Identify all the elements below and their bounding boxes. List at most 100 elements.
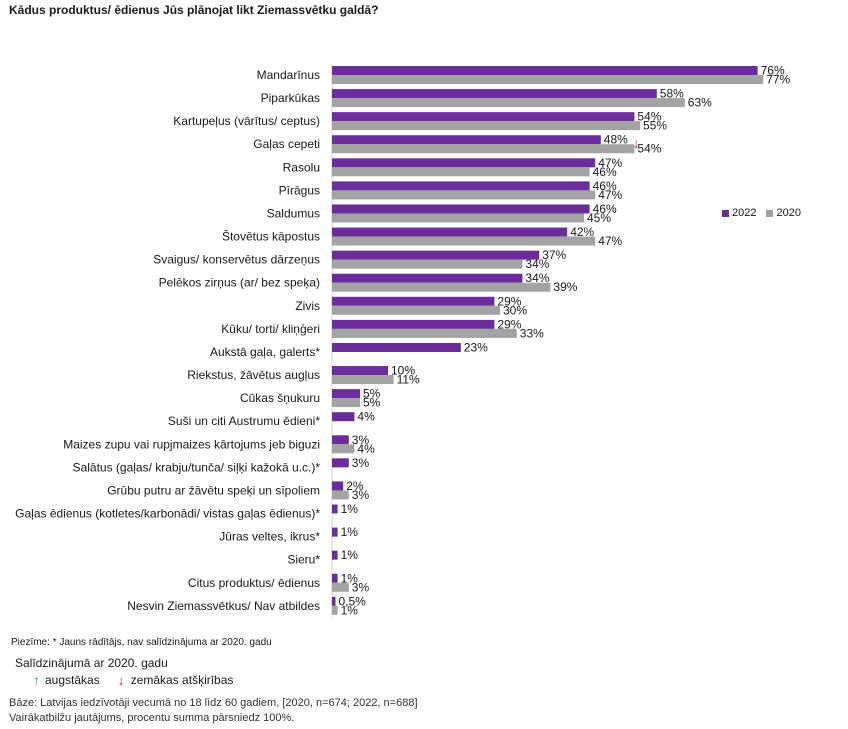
category-label: Piparkūkas	[261, 91, 320, 105]
category-label: Kūku/ torti/ kliņģeri	[221, 322, 320, 336]
legend-item-2022: 2022	[722, 207, 756, 219]
value-label-2022: 1%	[341, 502, 359, 516]
value-label-2022: 46%	[593, 202, 617, 216]
value-label-2022: 5%	[363, 387, 381, 401]
value-label-2020: 47%	[598, 188, 622, 202]
bar-2020	[332, 144, 635, 154]
value-label-2022: 3%	[352, 433, 370, 447]
bar-2022	[332, 158, 596, 168]
category-label: Nesvin Ziemassvētkus/ Nav atbildes	[127, 599, 320, 613]
value-label-2020: 30%	[503, 303, 527, 317]
base-line-1: Bāze: Latvijas iedzīvotāji vecumā no 18 …	[9, 697, 418, 709]
category-label: Pelēkos zirņus (ar/ bez speķa)	[159, 276, 320, 290]
value-label-2022: 48%	[604, 133, 628, 147]
category-label: Maizes zupu vai rupjmaizes kārtojums jeb…	[63, 437, 320, 451]
category-label: Gaļas ēdienus (kotletes/karbonādi/ vista…	[15, 507, 320, 521]
bar-2020	[332, 121, 640, 131]
bar-2022	[332, 366, 388, 376]
value-label-2020: 47%	[598, 234, 622, 248]
value-label-2020: 5%	[363, 396, 381, 410]
category-label: Svaigus/ konservētus dārzeņus	[153, 253, 320, 267]
legend-swatch-2020	[766, 209, 774, 217]
legend-label-2022: 2022	[732, 207, 757, 219]
value-label-2022: 23%	[464, 340, 488, 354]
value-label-2020: 77%	[766, 73, 790, 87]
category-label: Štovētus kāpostus	[222, 229, 320, 244]
arrow-down-icon: ↓	[633, 135, 640, 151]
value-label-2020: 3%	[352, 580, 370, 594]
bar-2022	[332, 458, 349, 468]
bar-2022	[332, 296, 495, 306]
lower-label: zemākas atšķirības	[130, 673, 234, 687]
bar-2020	[332, 582, 349, 592]
value-label-2022: 1%	[341, 525, 359, 539]
value-label-2020: 54%	[637, 142, 661, 156]
category-label: Salātus (gaļas/ krabju/tunča/ siļķi kažo…	[73, 460, 321, 474]
bar-2022	[332, 66, 758, 75]
legend-label-2020: 2020	[776, 207, 801, 219]
value-label-2020: 4%	[357, 442, 375, 456]
value-label-2022: 3%	[352, 456, 370, 470]
value-label-2022: 47%	[598, 156, 622, 170]
value-label-2020: 63%	[688, 96, 712, 110]
bar-2022	[332, 112, 635, 122]
category-label: Jūras veltes, ikrus*	[219, 530, 320, 544]
bar-2020	[332, 490, 349, 500]
bar-2020	[332, 75, 764, 84]
arrow-down-icon: ↓	[117, 672, 125, 688]
bar-2022	[332, 250, 540, 260]
bar-2022	[332, 504, 338, 514]
value-label-2022: 29%	[497, 317, 521, 331]
category-label: Grūbu putru ar žāvētu speķi un sīpoliem	[107, 483, 320, 497]
category-label: Gaļas cepeti	[253, 137, 320, 151]
bar-2020	[332, 444, 355, 454]
category-label: Zivis	[295, 299, 320, 313]
comparison-legend: ↑ augstākas ↓ zemākas atšķirības	[33, 673, 233, 687]
category-label: Suši un citi Austrumu ēdieni*	[168, 414, 320, 428]
bar-2022	[332, 481, 344, 491]
bar-2022	[332, 273, 523, 283]
bar-2022	[332, 527, 338, 537]
legend: 2022 2020	[722, 207, 801, 219]
bar-2020	[332, 305, 500, 315]
value-label-2022: 0,5%	[339, 594, 367, 608]
category-label: Sieru*	[287, 553, 320, 567]
bar-chart: Mandarīnus 76%77% Piparkūkas 58% 63% Kartupeļ…	[15, 64, 790, 618]
base-line-2: Vairākatbilžu jautājums, procentu summa …	[9, 712, 295, 724]
bar-2022	[332, 135, 601, 145]
bar-2020	[332, 167, 590, 177]
value-label-2022: 34%	[525, 271, 549, 285]
bar-2022	[332, 550, 338, 560]
bar-2020	[332, 259, 523, 269]
value-label-2020: 39%	[553, 280, 577, 294]
bar-2022	[332, 596, 336, 606]
category-label: Citus produktus/ ēdienus	[188, 576, 320, 590]
value-label-2022: 10%	[391, 364, 415, 378]
value-label-2020: 34%	[525, 257, 549, 271]
bar-2022	[332, 227, 568, 237]
value-label-2020: 1%	[341, 603, 359, 617]
legend-item-2020: 2020	[766, 207, 801, 219]
arrow-up-icon: ↑	[33, 672, 40, 688]
chart-title: Kādus produktus/ ēdienus Jūs plānojat li…	[9, 3, 379, 17]
bar-2020	[332, 328, 517, 338]
value-label-2022: 1%	[341, 548, 359, 562]
bar-2020	[332, 190, 596, 200]
category-label: Pīrāgus	[279, 183, 320, 197]
bar-2022	[332, 204, 590, 214]
bar-2020	[332, 375, 394, 385]
bar-2020	[332, 236, 596, 246]
bar-2022	[332, 181, 590, 191]
category-label: Mandarīnus	[257, 68, 320, 82]
value-label-2022: 37%	[542, 248, 566, 262]
bar-2020	[332, 398, 360, 408]
bar-2022	[332, 319, 495, 329]
value-label-2022: 46%	[593, 179, 617, 193]
value-label-2020: 46%	[593, 165, 617, 179]
value-label-2020: 11%	[397, 373, 420, 387]
value-label-2022: 76%	[761, 64, 785, 78]
category-label: Rasolu	[283, 160, 320, 174]
legend-swatch-2022	[722, 209, 729, 217]
comparison-title: Salīdzinājumā ar 2020. gadu	[15, 656, 168, 670]
value-label-2020: 45%	[587, 211, 611, 225]
